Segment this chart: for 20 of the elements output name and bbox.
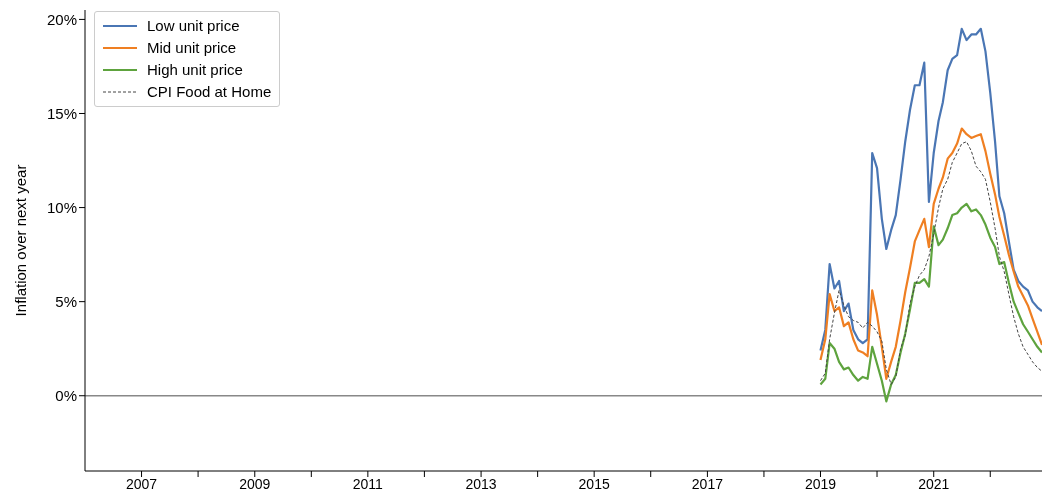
y-tick-label: 5%	[55, 292, 77, 310]
y-tick-label: 15%	[46, 104, 77, 122]
y-tick-label: 20%	[46, 10, 77, 28]
y-axis-title: Inflation over next year	[12, 164, 30, 317]
y-tick-label: 0%	[55, 387, 77, 405]
line-series	[819, 202, 1042, 403]
x-tick-label: 2019	[804, 475, 837, 492]
legend-label: Mid unit price	[147, 38, 237, 58]
x-tick-label: 2015	[578, 475, 610, 492]
x-tick-label: 2009	[239, 475, 271, 492]
x-tick-label: 2007	[125, 475, 158, 492]
y-tick-label: 10%	[46, 198, 77, 216]
line-series	[819, 27, 1042, 352]
x-tick-label: 2021	[918, 475, 950, 492]
x-tick-label: 2011	[352, 475, 384, 492]
legend-label: Low unit price	[147, 16, 240, 36]
legend-label: CPI Food at Home	[147, 82, 272, 102]
x-tick-label: 2017	[691, 475, 724, 492]
x-tick-label: 2013	[465, 475, 497, 492]
legend-label: High unit price	[147, 60, 243, 80]
